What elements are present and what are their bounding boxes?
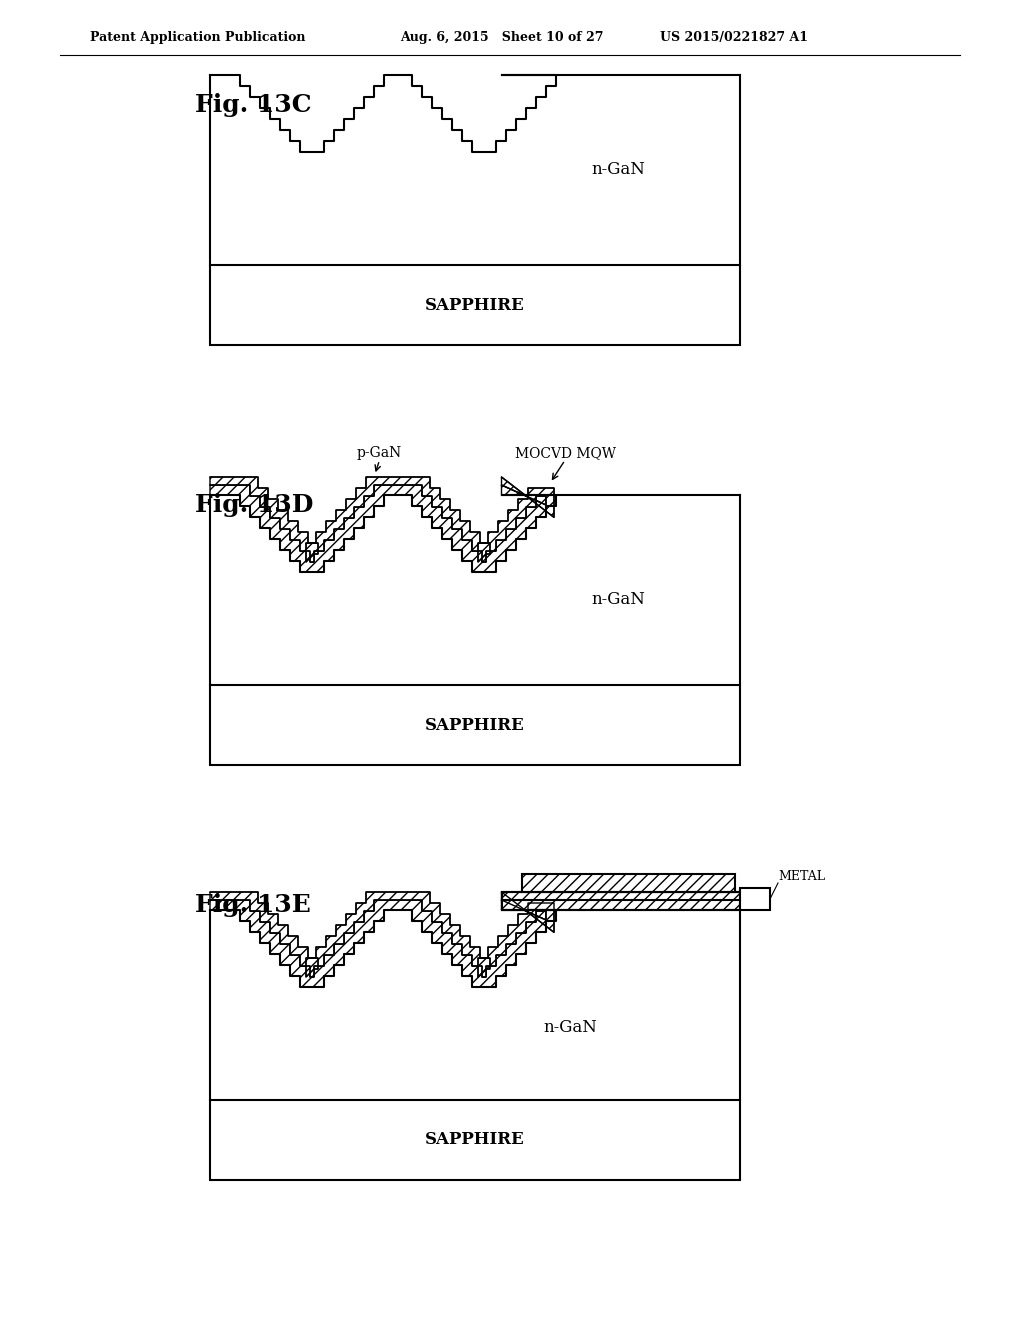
Text: Fig. 13C: Fig. 13C <box>195 92 311 117</box>
Text: METAL: METAL <box>778 870 825 883</box>
Text: n-GaN: n-GaN <box>591 161 645 178</box>
Text: MOCVD MQW: MOCVD MQW <box>515 446 615 459</box>
Text: US 2015/0221827 A1: US 2015/0221827 A1 <box>660 30 808 44</box>
Polygon shape <box>210 892 554 977</box>
Polygon shape <box>210 484 556 572</box>
Text: p-GaN: p-GaN <box>357 446 402 459</box>
Text: SAPPHIRE: SAPPHIRE <box>425 297 525 314</box>
Text: Fig. 13D: Fig. 13D <box>195 492 313 517</box>
Bar <box>210 1100 740 1180</box>
Polygon shape <box>210 477 554 562</box>
Text: n-GaN: n-GaN <box>544 1019 597 1036</box>
Bar <box>740 888 770 909</box>
Bar <box>521 874 735 892</box>
Bar <box>210 685 740 766</box>
Bar <box>210 265 740 345</box>
Polygon shape <box>210 900 556 987</box>
Text: SAPPHIRE: SAPPHIRE <box>425 717 525 734</box>
Polygon shape <box>502 892 740 909</box>
Text: Fig. 13E: Fig. 13E <box>195 894 310 917</box>
Text: n-GaN: n-GaN <box>591 591 645 609</box>
Text: SAPPHIRE: SAPPHIRE <box>425 1131 525 1148</box>
Text: Aug. 6, 2015   Sheet 10 of 27: Aug. 6, 2015 Sheet 10 of 27 <box>400 30 603 44</box>
Text: Patent Application Publication: Patent Application Publication <box>90 30 305 44</box>
